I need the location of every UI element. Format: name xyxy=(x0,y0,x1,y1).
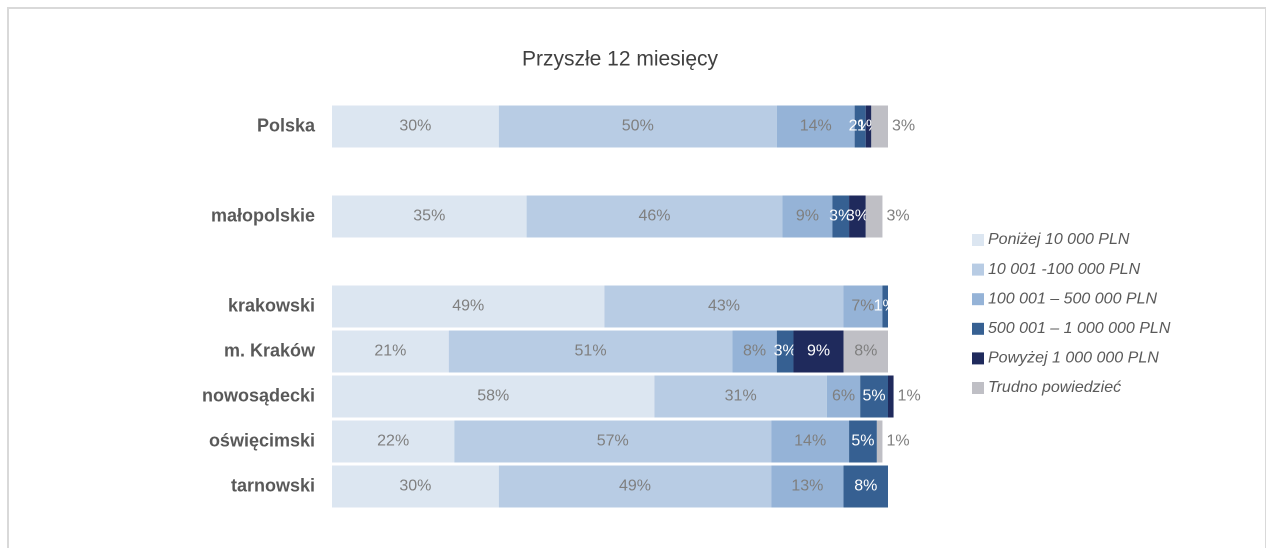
value-label: 31% xyxy=(725,388,757,405)
category-label: małopolskie xyxy=(211,205,315,225)
bar-segment xyxy=(849,195,866,238)
category-label: tarnowski xyxy=(231,475,315,495)
bar-segment xyxy=(771,465,844,508)
category-label: m. Kraków xyxy=(224,340,316,360)
legend-label: Poniżej 10 000 PLN xyxy=(988,231,1130,248)
value-label: 14% xyxy=(800,118,832,135)
bar-segment xyxy=(871,105,888,148)
bar-segment xyxy=(771,420,850,463)
bar-segment xyxy=(332,285,605,328)
bar-segment xyxy=(782,195,833,238)
value-label: 5% xyxy=(863,388,886,405)
chart-title: Przyszłe 12 miesięcy xyxy=(522,48,719,71)
bar-segment xyxy=(865,195,883,238)
bar-segment xyxy=(843,330,888,373)
legend-label: Powyżej 1 000 000 PLN xyxy=(988,350,1159,367)
bar-segment xyxy=(332,195,527,238)
bar-segment xyxy=(526,195,783,238)
legend-swatch xyxy=(972,234,984,246)
legend-swatch xyxy=(972,382,984,394)
bar-segment xyxy=(888,375,894,418)
category-label: nowosądecki xyxy=(202,385,315,405)
value-label: 1% xyxy=(898,388,921,405)
category-label: krakowski xyxy=(228,295,315,315)
value-label: 50% xyxy=(622,118,654,135)
bar-segment xyxy=(654,375,827,418)
legend-label: 500 001 – 1 000 000 PLN xyxy=(988,320,1171,337)
legend-label: 10 001 -100 000 PLN xyxy=(988,261,1141,278)
bar-segment xyxy=(498,465,772,508)
value-label: 21% xyxy=(374,343,406,360)
bar-segment xyxy=(865,105,872,148)
value-label: 49% xyxy=(452,298,484,315)
legend-swatch xyxy=(972,352,984,365)
bar-segment xyxy=(498,105,777,148)
value-label: 58% xyxy=(477,388,509,405)
bar-segment xyxy=(776,330,794,373)
value-label: 8% xyxy=(854,478,877,495)
bar-segment xyxy=(876,420,883,463)
legend-label: 100 001 – 500 000 PLN xyxy=(988,290,1157,307)
bar-segment xyxy=(826,375,861,418)
bar-segment xyxy=(843,465,888,508)
bar-segment xyxy=(454,420,772,463)
legend-swatch xyxy=(972,263,984,276)
legend-swatch xyxy=(972,322,984,335)
bar-segment xyxy=(448,330,733,373)
bar-segment xyxy=(793,330,844,373)
value-label: 6% xyxy=(832,388,855,405)
value-label: 30% xyxy=(399,118,431,135)
bar-segment xyxy=(860,375,888,418)
bar-segment xyxy=(332,375,655,418)
value-label: 43% xyxy=(708,298,740,315)
value-label: 3% xyxy=(892,118,915,135)
value-label: 14% xyxy=(794,433,826,450)
value-label: 57% xyxy=(597,433,629,450)
bar-segment xyxy=(332,105,499,148)
value-label: 1% xyxy=(874,298,897,315)
value-label: 9% xyxy=(796,208,819,225)
value-label: 46% xyxy=(638,208,670,225)
value-label: 5% xyxy=(851,433,874,450)
bar-segment xyxy=(604,285,844,328)
bar-segment xyxy=(332,330,449,373)
value-label: 30% xyxy=(399,478,431,495)
value-label: 1% xyxy=(886,433,909,450)
value-label: 3% xyxy=(829,208,852,225)
value-label: 3% xyxy=(886,208,909,225)
value-label: 9% xyxy=(807,343,830,360)
bar-segment xyxy=(332,465,499,508)
value-label: 51% xyxy=(575,343,607,360)
bar-segment xyxy=(854,105,866,148)
value-label: 7% xyxy=(851,298,874,315)
value-label: 8% xyxy=(854,343,877,360)
bar-segment xyxy=(776,105,855,148)
category-label: oświęcimski xyxy=(209,430,315,450)
category-label: Polska xyxy=(257,115,316,135)
value-label: 3% xyxy=(846,208,869,225)
value-label: 3% xyxy=(774,343,797,360)
bar-segment xyxy=(832,195,850,238)
value-label: 13% xyxy=(791,478,823,495)
legend-label: Trudno powiedzieć xyxy=(988,379,1121,396)
value-label: 22% xyxy=(377,433,409,450)
bar-segment xyxy=(732,330,777,373)
bar-segment xyxy=(843,285,883,328)
value-label: 35% xyxy=(413,208,445,225)
bar-segment xyxy=(849,420,877,463)
bar-segment xyxy=(882,285,888,328)
legend-swatch xyxy=(972,293,984,306)
value-label: 8% xyxy=(743,343,766,360)
value-label: 49% xyxy=(619,478,651,495)
bar-segment xyxy=(332,420,455,463)
